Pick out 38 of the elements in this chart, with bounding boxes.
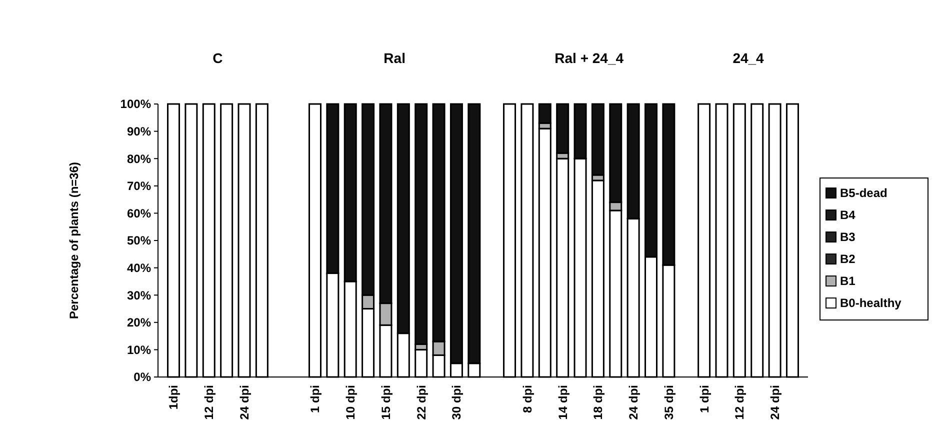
x-tick-label: 1 dpi xyxy=(697,385,712,414)
x-tick-label: 18 dpi xyxy=(591,385,606,420)
x-tick-label: 24 dpi xyxy=(237,385,252,420)
x-tick-label: 24 dpi xyxy=(768,385,782,420)
text: Ral xyxy=(384,50,406,66)
y-tick-label: 90% xyxy=(126,124,152,138)
legend-label: B1 xyxy=(840,274,856,288)
x-tick-label: 30 dpi xyxy=(450,385,464,420)
x-tick-label: 24 dpi xyxy=(626,385,641,420)
x-tick-label: 1dpi xyxy=(166,385,181,410)
x-tick-label: 22 dpi xyxy=(414,385,428,420)
text: C xyxy=(212,50,223,66)
y-tick-label: 0% xyxy=(134,370,152,384)
x-tick-label: 14 dpi xyxy=(556,385,570,420)
legend-label: B5-dead xyxy=(840,186,888,200)
legend-label: B4 xyxy=(840,208,856,222)
y-tick-label: 20% xyxy=(126,316,152,330)
legend-label: B2 xyxy=(840,252,856,266)
x-tick-label: 15 dpi xyxy=(378,385,393,420)
y-tick-label: 100% xyxy=(120,97,152,112)
x-tick-label: 12 dpi xyxy=(732,385,747,420)
y-tick-label: 70% xyxy=(126,179,152,194)
x-tick-label: 35 dpi xyxy=(662,385,676,420)
legend-label: B3 xyxy=(840,230,856,244)
y-tick-label: 60% xyxy=(126,206,152,220)
y-tick-label: 80% xyxy=(126,152,152,166)
y-tick-label: 30% xyxy=(126,288,152,302)
x-tick-label: 12 dpi xyxy=(202,385,216,420)
x-tick-label: 8 dpi xyxy=(520,385,534,414)
x-tick-label: 10 dpi xyxy=(344,385,358,420)
x-tick-label: 1 dpi xyxy=(308,385,322,414)
y-axis-title: Percentage of plants (n=36) xyxy=(67,162,81,320)
legend-label: B0-healthy xyxy=(840,296,902,310)
y-tick-label: 40% xyxy=(126,261,152,275)
text: Ral + 24_4 xyxy=(554,50,624,66)
text: 24_4 xyxy=(732,50,764,66)
y-tick-label: 10% xyxy=(126,342,152,357)
y-tick-label: 50% xyxy=(126,234,152,248)
